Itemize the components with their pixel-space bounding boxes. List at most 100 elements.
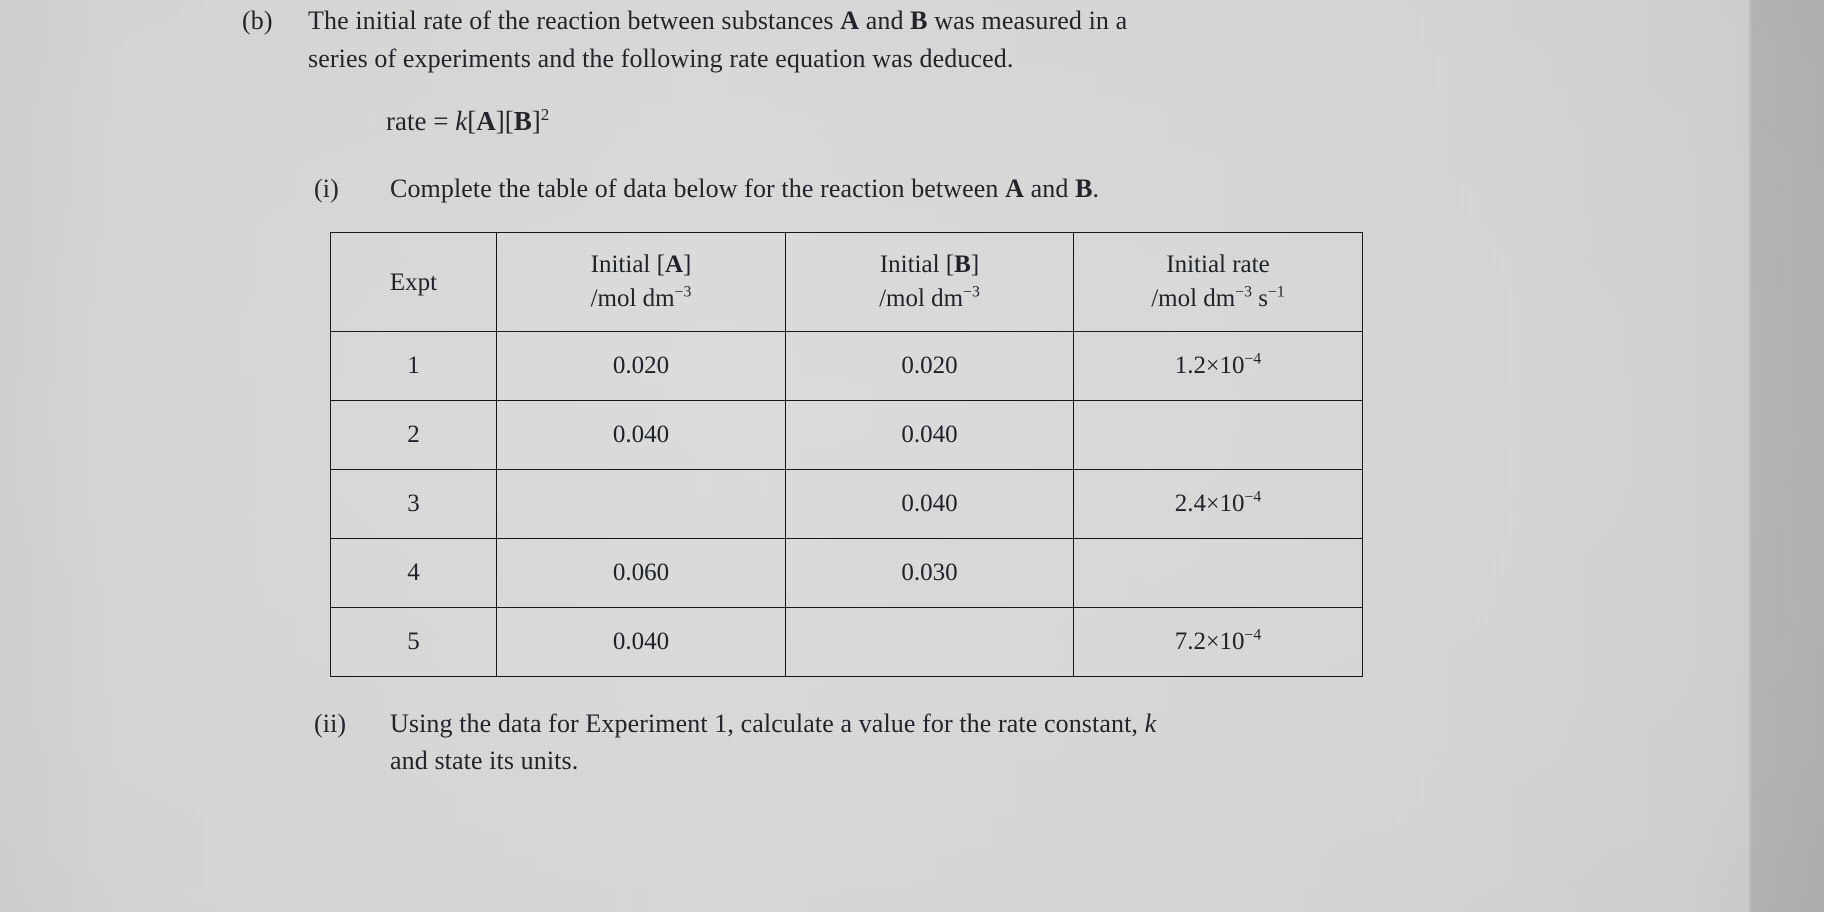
cell-expt[interactable]: 1 (330, 331, 497, 401)
part-ii-line1-pre: Using the data for Experiment 1, calcula… (390, 709, 1145, 738)
part-b-label: (b) (242, 6, 273, 35)
rate-mantissa: 7.2 (1174, 628, 1207, 655)
header-initial-a-units: /mol dm−3 (497, 281, 785, 317)
part-b-line1-post: was measured in a (927, 6, 1128, 35)
cell-initial-b[interactable]: 0.020 (785, 331, 1074, 401)
header-cell-initial-b: Initial [B] /mol dm−3 (785, 232, 1074, 332)
part-i-text-mid: and (1024, 174, 1076, 203)
table-row: 3 0.040 2.4×10−4 (330, 469, 1363, 539)
rate-eq-bracket-b-close: ] (531, 106, 541, 136)
substance-b-inline: B (910, 6, 928, 35)
header-b-post: ] (970, 250, 980, 278)
header-b-unit-pre: /mol dm (879, 284, 964, 312)
cell-initial-rate[interactable] (1073, 538, 1363, 608)
part-i-text: Complete the table of data below for the… (390, 170, 1099, 208)
cell-initial-b[interactable]: 0.040 (785, 469, 1074, 539)
header-cell-initial-a: Initial [A] /mol dm−3 (496, 232, 786, 332)
rate-eq-bracket-a-close: ] (495, 106, 505, 136)
header-b-pre: Initial [ (879, 250, 955, 278)
multiply-sign: × (1206, 491, 1220, 517)
header-initial-b-units: /mol dm−3 (786, 281, 1073, 317)
header-rate-unit-sup2: −1 (1268, 283, 1285, 301)
header-a-post: ] (683, 250, 692, 278)
question-part-b: (b) The initial rate of the reaction bet… (242, 2, 1522, 78)
header-expt-label: Expt (389, 268, 438, 296)
header-rate-unit-mid: s (1252, 284, 1269, 312)
header-row: Expt Initial [A] /mol dm−3 Initial [B] /… (330, 232, 1363, 332)
rate-equation: rate = k[A][B]2 (386, 103, 549, 139)
part-i-text-post: . (1092, 174, 1100, 203)
header-initial-rate-units: /mol dm−3 s−1 (1074, 281, 1362, 317)
rate-mantissa: 1.2 (1174, 352, 1207, 379)
part-i-text-pre: Complete the table of data below for the… (390, 174, 1006, 203)
cell-expt[interactable]: 2 (330, 400, 497, 470)
cell-initial-a[interactable]: 0.060 (496, 538, 786, 608)
cell-initial-b[interactable] (785, 607, 1074, 677)
part-ii-k: k (1144, 709, 1157, 738)
rate-base: 10 (1219, 352, 1245, 379)
cell-initial-a[interactable]: 0.040 (496, 607, 786, 677)
part-ii-label: (ii) (314, 709, 347, 738)
cell-initial-b[interactable]: 0.030 (785, 538, 1074, 608)
table-row: 1 0.020 0.020 1.2×10−4 (330, 331, 1363, 401)
rate-eq-bracket-a-open: [ (467, 106, 477, 136)
part-i-substance-b: B (1075, 174, 1093, 203)
header-cell-expt: Expt (330, 232, 497, 332)
substance-a-inline: A (840, 6, 860, 35)
header-b-bold: B (954, 250, 971, 278)
cell-expt[interactable]: 3 (330, 469, 497, 539)
header-a-unit-sup1: −3 (674, 283, 692, 301)
header-a-bold: A (664, 250, 683, 278)
header-a-unit-pre: /mol dm (590, 284, 675, 312)
rate-eq-a: A (476, 106, 496, 136)
rate-exponent: −4 (1244, 488, 1262, 506)
cell-initial-rate[interactable] (1073, 400, 1363, 470)
rate-data-table: Expt Initial [A] /mol dm−3 Initial [B] /… (330, 232, 1363, 677)
table-row: 2 0.040 0.040 (330, 400, 1363, 470)
part-b-line1-mid: and (859, 6, 911, 35)
rate-base: 10 (1219, 628, 1245, 655)
cell-initial-a[interactable]: 0.020 (496, 331, 786, 401)
part-b-line1-pre: The initial rate of the reaction between… (308, 6, 841, 35)
part-i-substance-a: A (1005, 174, 1025, 203)
rate-eq-k: k (455, 106, 468, 136)
header-rate-unit-pre: /mol dm (1151, 284, 1236, 312)
cell-initial-a[interactable]: 0.040 (496, 400, 786, 470)
cell-initial-rate[interactable]: 2.4×10−4 (1073, 469, 1363, 539)
cell-expt[interactable]: 4 (330, 538, 497, 608)
table-body: 1 0.020 0.020 1.2×10−4 2 0.040 0.040 3 0.040 2.4×… (330, 331, 1363, 677)
header-rate-pre: Initial rate (1166, 250, 1270, 278)
part-b-line2: series of experiments and the following … (308, 44, 1014, 73)
cell-initial-b[interactable]: 0.040 (785, 400, 1074, 470)
part-i-label: (i) (314, 174, 339, 203)
table-row: 5 0.040 7.2×10−4 (330, 607, 1363, 677)
cell-initial-rate[interactable]: 1.2×10−4 (1073, 331, 1363, 401)
multiply-sign: × (1206, 353, 1220, 379)
header-a-pre: Initial [ (590, 250, 665, 278)
header-b-unit-sup1: −3 (963, 283, 980, 301)
rate-eq-lhs: rate (386, 106, 427, 136)
question-part-ii: (ii) Using the data for Experiment 1, ca… (314, 705, 1514, 779)
cell-initial-rate[interactable]: 7.2×10−4 (1073, 607, 1363, 677)
cell-expt[interactable]: 5 (330, 607, 497, 677)
rate-exponent: −4 (1244, 350, 1262, 368)
question-part-i: (i) Complete the table of data below for… (314, 170, 1514, 208)
header-initial-rate-label: Initial rate (1074, 248, 1362, 281)
part-b-text: The initial rate of the reaction between… (308, 2, 1127, 78)
part-ii-line2: and state its units. (390, 746, 579, 775)
rate-eq-exponent: 2 (540, 105, 550, 124)
rate-eq-equals: = (433, 106, 449, 136)
multiply-sign: × (1206, 629, 1220, 655)
header-initial-a-label: Initial [A] (497, 248, 785, 281)
rate-mantissa: 2.4 (1174, 490, 1207, 517)
part-ii-text: Using the data for Experiment 1, calcula… (390, 705, 1156, 779)
header-cell-initial-rate: Initial rate /mol dm−3 s−1 (1073, 232, 1363, 332)
cell-initial-a[interactable] (496, 469, 786, 539)
rate-data-table-wrapper: Expt Initial [A] /mol dm−3 Initial [B] /… (330, 232, 1363, 677)
table-row: 4 0.060 0.030 (330, 538, 1363, 608)
header-initial-b-label: Initial [B] (786, 248, 1073, 281)
header-rate-unit-sup1: −3 (1235, 283, 1253, 301)
rate-base: 10 (1219, 490, 1245, 517)
rate-exponent: −4 (1244, 626, 1262, 644)
